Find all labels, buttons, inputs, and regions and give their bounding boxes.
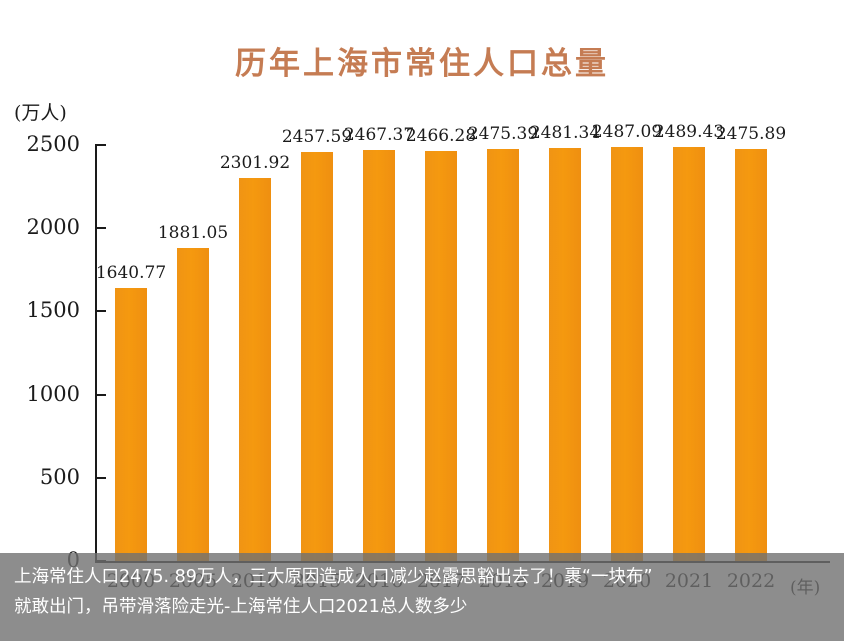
y-axis-line — [95, 144, 97, 563]
y-axis-tick — [95, 310, 106, 313]
bar-value-label: 2457.59 — [281, 127, 353, 148]
bar-value-label: 2481.34 — [529, 123, 601, 144]
bar — [239, 177, 271, 561]
y-axis-tick — [95, 393, 106, 396]
y-axis-tick-label: 2000 — [26, 215, 80, 240]
bar — [115, 287, 147, 561]
bar — [487, 149, 519, 561]
y-axis-tick-label: 1000 — [26, 381, 80, 406]
y-axis-unit-label: (万人) — [14, 102, 67, 124]
page-title: 历年上海市常住人口总量 — [235, 46, 609, 82]
bar-value-label: 2487.09 — [591, 122, 663, 143]
bar-value-label: 2489.43 — [653, 121, 725, 142]
bar — [363, 150, 395, 561]
bar-value-label: 2301.92 — [219, 152, 291, 173]
y-axis-tick — [95, 227, 106, 230]
bar-value-label: 2475.39 — [467, 124, 539, 145]
bar-value-label: 2466.28 — [405, 125, 477, 146]
bar — [549, 148, 581, 561]
bar — [611, 147, 643, 561]
y-axis-tick-label: 2500 — [26, 132, 80, 156]
bar-value-label: 1881.05 — [157, 222, 229, 243]
caption-line-2: 就敢出门，吊带滑落险走光-上海常住人口2021总人数多少 — [14, 597, 468, 617]
bar — [735, 149, 767, 561]
y-axis-tick-label: 500 — [39, 464, 80, 489]
bar — [425, 150, 457, 561]
bar — [301, 152, 333, 561]
caption-overlay-bar — [0, 553, 844, 641]
caption-line-1: 上海常住人口2475. 89万人，三大原因造成人口减少赵露思豁出去了！裹“一块布… — [14, 567, 653, 587]
y-axis-tick — [95, 144, 106, 146]
y-axis-tick-label: 1500 — [26, 298, 80, 323]
y-axis-tick — [95, 476, 106, 479]
bar — [673, 146, 705, 561]
caption-text: 上海常住人口2475. 89万人，三大原因造成人口减少赵露思豁出去了！裹“一块布… — [14, 562, 830, 622]
bar-value-label: 2467.37 — [343, 125, 415, 146]
bar — [177, 247, 209, 561]
bar-value-label: 2475.89 — [715, 124, 787, 144]
bar-value-label: 1640.77 — [95, 262, 167, 283]
